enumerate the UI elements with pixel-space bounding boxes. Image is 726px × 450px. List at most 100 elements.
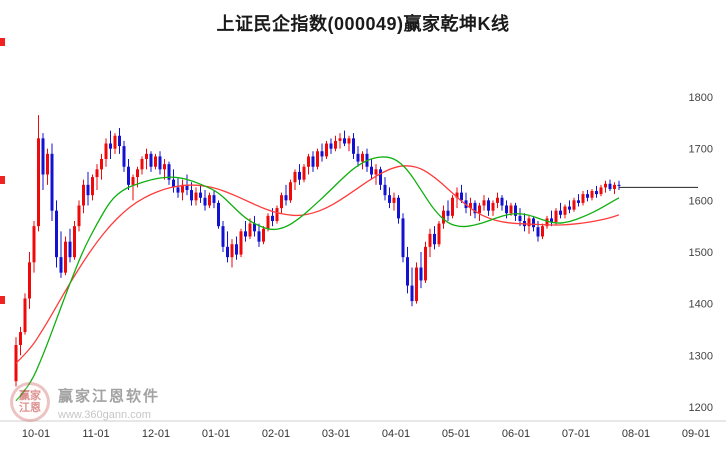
candle-body (536, 227, 540, 237)
candle-body (406, 257, 409, 286)
candle-body (163, 164, 166, 170)
candle-body (437, 223, 441, 245)
x-tick-label: 12-01 (142, 428, 170, 440)
candle-body (599, 187, 603, 195)
candle-body (181, 184, 184, 193)
candle-body (298, 171, 301, 180)
candle-body (167, 164, 171, 180)
candle-body (244, 231, 247, 237)
candle-body (86, 184, 90, 196)
candle-body (109, 143, 112, 149)
candle-body (118, 135, 121, 147)
candle-body (392, 197, 396, 203)
page-title: 上证民企指数(000049)赢家乾坤K线 (216, 14, 510, 34)
candle-body (496, 197, 499, 203)
candle-body (487, 200, 490, 211)
candle-body (41, 138, 45, 175)
candle-body (28, 262, 31, 299)
y-tick-label: 1500 (689, 247, 713, 259)
ma-slow-line (15, 165, 620, 364)
candle-body (23, 298, 27, 333)
candle-body (190, 190, 193, 201)
candle-body (46, 153, 49, 175)
candle-body (401, 218, 405, 258)
candle-body (262, 228, 265, 242)
candle-body (325, 143, 328, 157)
candle-body (266, 215, 270, 229)
candle-body (572, 200, 576, 210)
candle-body (55, 210, 58, 258)
candle-body (361, 153, 364, 162)
candle-body (478, 205, 481, 214)
candle-body (469, 202, 472, 209)
candle-body (532, 218, 535, 228)
candle-body (514, 205, 517, 216)
x-tick-label: 07-01 (562, 428, 590, 440)
candle-body (410, 285, 414, 302)
candle-body (559, 210, 562, 215)
brand-name: 赢家江恩软件 (58, 388, 161, 405)
x-tick-label: 04-01 (382, 428, 410, 440)
candle-body (37, 138, 40, 227)
y-tick-label: 1700 (689, 144, 713, 156)
candle-body (595, 191, 598, 195)
candle-body (149, 153, 153, 167)
candle-body (329, 143, 333, 149)
brand-url: www.360gann.com (58, 409, 151, 421)
x-tick-label: 01-01 (202, 428, 230, 440)
candle-body (95, 169, 99, 178)
candle-body (500, 197, 504, 206)
candle-body (379, 169, 382, 185)
candle-body (451, 197, 454, 216)
candle-body (19, 332, 22, 345)
candle-body (226, 246, 229, 258)
ma-fast-line (15, 156, 620, 402)
candle-body (302, 166, 306, 180)
candle-body (248, 223, 252, 237)
candle-body (158, 156, 162, 170)
candle-body (374, 169, 378, 175)
candle-body (208, 195, 211, 206)
candle-body (442, 210, 445, 224)
candle-body (253, 223, 256, 232)
candle-body (194, 192, 198, 201)
candle-body (271, 215, 274, 221)
candle-body (482, 200, 486, 206)
brand-watermark: 赢家 江恩 赢家江恩软件 www.360gann.com (10, 382, 160, 422)
candle-body (343, 138, 346, 144)
x-tick-label: 02-01 (262, 428, 290, 440)
candle-body (356, 153, 360, 162)
candles-layer (14, 115, 621, 387)
candle-body (388, 195, 391, 203)
candle-body (505, 205, 508, 214)
candle-body (433, 233, 436, 245)
candle-body (446, 210, 450, 216)
x-tick-label: 11-01 (82, 428, 109, 440)
candle-body (293, 171, 297, 183)
candle-body (91, 177, 94, 196)
candle-body (320, 151, 324, 157)
candle-body (235, 244, 238, 255)
candle-body (77, 205, 81, 227)
candle-body (154, 156, 157, 167)
candle-body (172, 179, 175, 188)
logo-text-bottom: 江恩 (19, 402, 41, 414)
y-tick-label: 1200 (689, 402, 713, 414)
x-tick-label: 08-01 (622, 428, 650, 440)
candle-body (311, 156, 315, 167)
candle-body (203, 197, 207, 206)
candle-body (221, 226, 225, 247)
candle-body (383, 184, 387, 196)
candle-body (473, 202, 477, 214)
x-tick-label: 06-01 (502, 428, 530, 440)
candle-body (32, 226, 36, 263)
candle-body (568, 206, 571, 210)
candle-body (554, 210, 558, 223)
candle-body (590, 191, 594, 198)
candle-body (491, 202, 495, 211)
candle-body (316, 151, 319, 167)
candle-body (64, 241, 67, 273)
candle-body (212, 195, 216, 203)
candle-body (581, 194, 585, 203)
